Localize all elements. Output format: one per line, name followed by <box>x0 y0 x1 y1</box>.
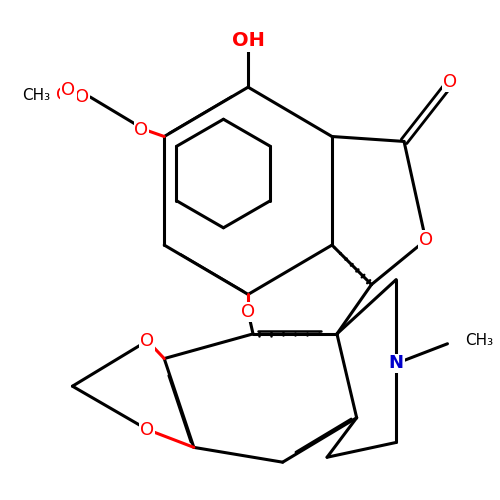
Text: O: O <box>62 81 76 99</box>
Text: N: N <box>388 354 404 372</box>
Text: CH₃: CH₃ <box>22 88 50 102</box>
Text: O: O <box>76 88 90 106</box>
Text: O: O <box>56 86 70 104</box>
Text: O: O <box>140 420 154 438</box>
Text: O: O <box>444 73 458 91</box>
Text: O: O <box>140 332 154 350</box>
Text: OH: OH <box>232 32 264 50</box>
Text: O: O <box>74 86 88 104</box>
Text: O: O <box>418 231 433 249</box>
Text: O: O <box>134 120 148 138</box>
Text: CH₃: CH₃ <box>465 334 494 348</box>
Text: O: O <box>241 303 255 321</box>
